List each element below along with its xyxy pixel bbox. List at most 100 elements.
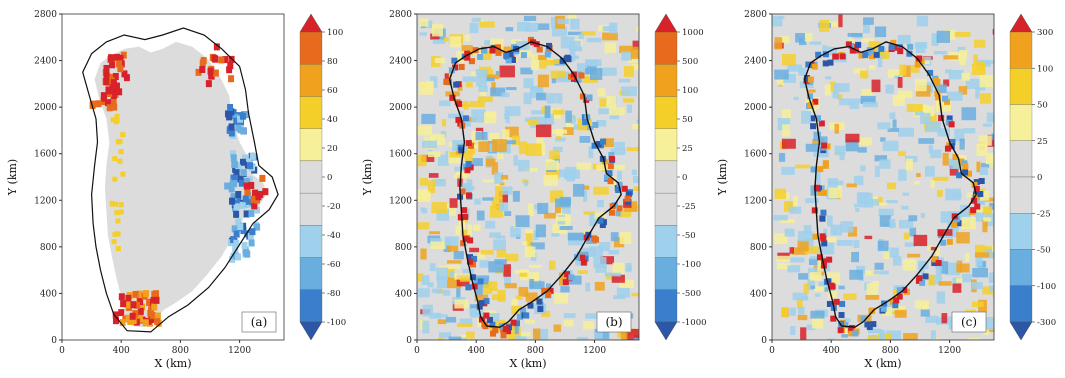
heat-cell xyxy=(582,321,594,330)
heat-cell xyxy=(813,151,821,157)
heat-cell xyxy=(437,154,449,166)
heat-cell xyxy=(893,256,902,266)
heat-cell xyxy=(234,253,241,261)
heat-cell xyxy=(484,77,495,82)
heat-cell xyxy=(832,91,840,99)
colorbar-b: 1000 500 100 50 25 0 -25 -50 -100 -500 -1000 xyxy=(654,13,707,341)
heat-cell xyxy=(456,288,461,301)
heat-cell xyxy=(469,247,480,253)
heat-cell xyxy=(868,329,883,334)
heat-cell xyxy=(554,206,562,214)
heat-cell xyxy=(251,202,258,210)
heat-cell xyxy=(544,212,556,219)
heat-cell xyxy=(559,196,572,206)
heat-cell xyxy=(807,102,814,109)
heat-cell xyxy=(624,195,631,202)
heat-cell xyxy=(512,190,520,202)
heat-cell xyxy=(417,273,424,282)
heat-cell xyxy=(521,332,531,337)
heat-cell xyxy=(619,232,632,245)
heat-cell xyxy=(522,167,538,172)
heat-cell xyxy=(566,169,576,182)
heat-cell xyxy=(505,57,512,64)
heat-cell xyxy=(811,63,818,70)
heat-cell xyxy=(827,59,834,66)
heat-cell xyxy=(827,338,834,340)
heat-cell xyxy=(623,98,635,103)
heat-cell xyxy=(557,18,569,24)
heat-cell xyxy=(241,242,248,250)
heat-cell xyxy=(874,165,880,178)
heat-cell xyxy=(857,137,872,146)
heat-cell xyxy=(525,292,538,302)
heat-cell xyxy=(417,288,430,298)
heat-cell xyxy=(991,245,994,252)
heat-cell xyxy=(113,119,119,125)
heat-cell xyxy=(951,192,962,199)
heat-cell xyxy=(462,235,469,242)
heat-cell xyxy=(418,82,434,95)
heat-cell xyxy=(154,318,161,326)
colorbar-tick-label: 1000 xyxy=(682,28,704,38)
heat-cell xyxy=(833,83,850,93)
heat-cell xyxy=(491,196,503,209)
heat-cell xyxy=(601,138,614,148)
heat-cell xyxy=(421,208,428,214)
heat-cell xyxy=(621,86,637,97)
heat-cell xyxy=(889,218,896,229)
heat-cell xyxy=(988,272,994,284)
heat-cell xyxy=(822,162,829,169)
heat-cell xyxy=(827,178,838,188)
heat-cell xyxy=(476,73,487,87)
heat-cell xyxy=(484,40,491,46)
heat-cell xyxy=(459,276,471,282)
colorbar-max-arrow xyxy=(1009,13,1033,33)
heat-cell xyxy=(935,94,942,101)
y-tick-label: 1600 xyxy=(389,150,412,160)
heat-cell xyxy=(620,332,628,340)
heat-cell xyxy=(450,36,461,48)
heat-cell xyxy=(249,228,256,236)
heat-cell xyxy=(916,42,923,48)
heat-cell xyxy=(564,271,571,278)
heat-cell xyxy=(936,247,941,257)
heat-cell xyxy=(467,237,474,244)
y-tick-label: 2400 xyxy=(389,57,412,67)
heat-cell xyxy=(621,51,633,61)
heat-cell xyxy=(824,143,831,150)
y-tick-label: 2800 xyxy=(744,10,767,20)
heat-cell xyxy=(235,190,242,198)
heat-cell xyxy=(115,231,121,237)
heat-cell xyxy=(464,34,471,42)
heat-cell xyxy=(941,313,948,324)
heat-cell xyxy=(591,142,598,149)
y-axis-label: Y (km) xyxy=(6,159,19,196)
heat-cell xyxy=(465,140,472,147)
heat-cell xyxy=(970,197,977,204)
heat-cell xyxy=(505,126,519,138)
heat-cell xyxy=(547,287,554,294)
heat-cell xyxy=(813,131,822,141)
heat-cell xyxy=(824,21,840,27)
heat-cell xyxy=(482,179,496,183)
heat-cell xyxy=(437,319,447,325)
colorbar-tick-label: 40 xyxy=(327,115,338,125)
heat-cell xyxy=(878,196,883,203)
heat-cell xyxy=(244,188,251,196)
heat-cell xyxy=(582,255,589,262)
heat-cell xyxy=(117,158,123,164)
heat-cell xyxy=(242,154,249,162)
heat-cell xyxy=(826,300,833,307)
heat-cell xyxy=(118,149,124,155)
heat-cell xyxy=(898,127,914,137)
heat-cell xyxy=(616,287,630,298)
heat-cell xyxy=(987,328,994,332)
heat-cell xyxy=(989,285,994,292)
heat-cell xyxy=(535,224,546,238)
y-tick-label: 2800 xyxy=(34,10,57,20)
heat-cell xyxy=(490,330,497,337)
heat-cell xyxy=(536,137,544,149)
heat-cell xyxy=(130,301,137,309)
heat-cell xyxy=(807,267,820,274)
heat-cell xyxy=(925,121,941,133)
